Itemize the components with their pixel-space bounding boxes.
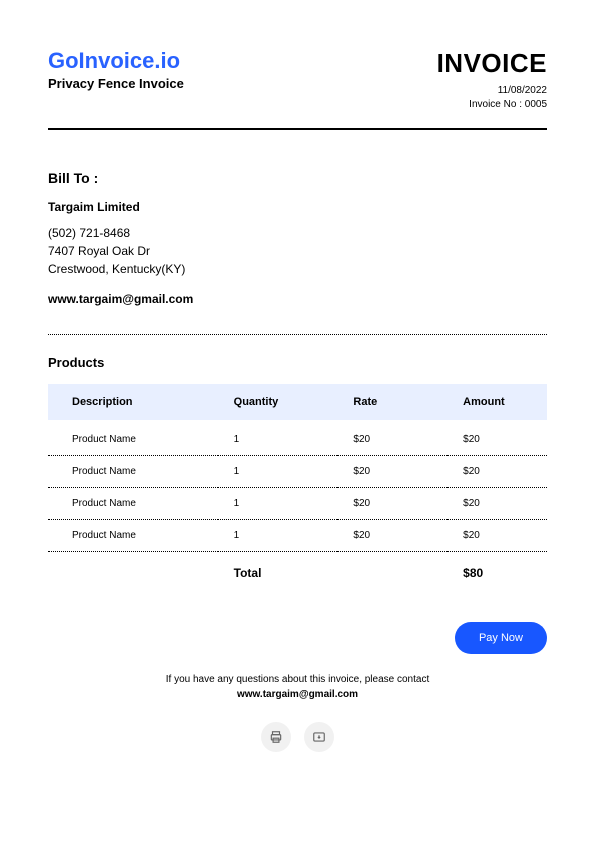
footer-email: www.targaim@gmail.com (48, 689, 547, 700)
download-icon[interactable] (304, 722, 334, 752)
cell-quantity: 1 (218, 488, 338, 520)
cell-description: Product Name (48, 520, 218, 552)
cell-amount: $20 (447, 488, 547, 520)
cell-quantity: 1 (218, 456, 338, 488)
cell-quantity: 1 (218, 520, 338, 552)
invoice-number: Invoice No : 0005 (437, 99, 547, 110)
products-title: Products (48, 355, 547, 370)
cell-description: Product Name (48, 488, 218, 520)
footer-text: If you have any questions about this inv… (48, 674, 547, 685)
total-value: $80 (447, 552, 547, 595)
cell-amount: $20 (447, 520, 547, 552)
col-description: Description (48, 384, 218, 420)
bill-to-title: Bill To : (48, 170, 547, 186)
table-header-row: Description Quantity Rate Amount (48, 384, 547, 420)
invoice-title: INVOICE (437, 48, 547, 79)
pay-now-button[interactable]: Pay Now (455, 622, 547, 654)
total-row: Total $80 (48, 552, 547, 595)
cell-description: Product Name (48, 456, 218, 488)
total-label: Total (218, 552, 338, 595)
invoice-subtitle: Privacy Fence Invoice (48, 76, 184, 91)
table-body: Product Name 1 $20 $20 Product Name 1 $2… (48, 420, 547, 594)
products-table: Description Quantity Rate Amount Product… (48, 384, 547, 594)
icon-bar (48, 722, 547, 752)
client-details: (502) 721-8468 7407 Royal Oak Dr Crestwo… (48, 224, 547, 278)
client-address-2: Crestwood, Kentucky(KY) (48, 260, 547, 278)
cell-rate: $20 (337, 488, 447, 520)
client-name: Targaim Limited (48, 200, 547, 214)
client-address-1: 7407 Royal Oak Dr (48, 242, 547, 260)
footer: If you have any questions about this inv… (48, 674, 547, 700)
table-row: Product Name 1 $20 $20 (48, 488, 547, 520)
cell-description: Product Name (48, 420, 218, 456)
client-phone: (502) 721-8468 (48, 224, 547, 242)
invoice-date: 11/08/2022 (437, 85, 547, 96)
print-icon[interactable] (261, 722, 291, 752)
header-divider (48, 128, 547, 130)
cell-rate: $20 (337, 520, 447, 552)
brand-name: GoInvoice.io (48, 48, 184, 74)
col-rate: Rate (337, 384, 447, 420)
table-row: Product Name 1 $20 $20 (48, 420, 547, 456)
brand-block: GoInvoice.io Privacy Fence Invoice (48, 48, 184, 91)
invoice-meta: INVOICE 11/08/2022 Invoice No : 0005 (437, 48, 547, 110)
cell-amount: $20 (447, 456, 547, 488)
cell-rate: $20 (337, 420, 447, 456)
invoice-header: GoInvoice.io Privacy Fence Invoice INVOI… (48, 48, 547, 110)
client-email: www.targaim@gmail.com (48, 292, 547, 306)
col-amount: Amount (447, 384, 547, 420)
col-quantity: Quantity (218, 384, 338, 420)
cell-amount: $20 (447, 420, 547, 456)
bill-to-section: Bill To : Targaim Limited (502) 721-8468… (48, 170, 547, 306)
cell-quantity: 1 (218, 420, 338, 456)
table-row: Product Name 1 $20 $20 (48, 520, 547, 552)
section-divider (48, 334, 547, 335)
table-row: Product Name 1 $20 $20 (48, 456, 547, 488)
cell-rate: $20 (337, 456, 447, 488)
